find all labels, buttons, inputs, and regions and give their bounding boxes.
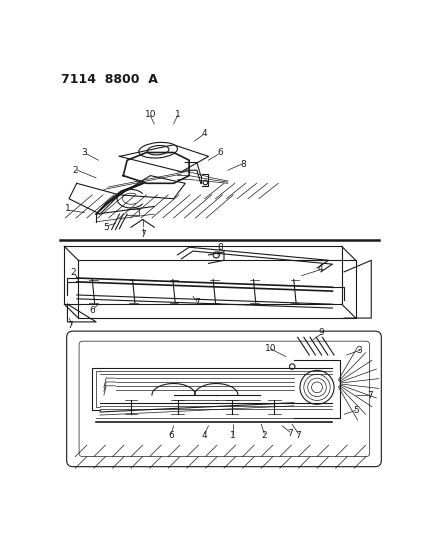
Text: 6: 6 <box>217 148 223 157</box>
Text: 7: 7 <box>367 391 373 400</box>
Text: 7: 7 <box>68 321 74 330</box>
Text: 2: 2 <box>72 166 78 175</box>
Text: 1: 1 <box>175 109 180 118</box>
Text: 5: 5 <box>353 406 359 415</box>
Text: 4: 4 <box>202 431 208 440</box>
Text: 9: 9 <box>318 328 324 337</box>
Text: 7: 7 <box>140 230 146 239</box>
Text: 8: 8 <box>241 159 246 168</box>
Text: 10: 10 <box>265 344 276 353</box>
Text: 7: 7 <box>194 298 200 307</box>
Text: 10: 10 <box>145 109 156 118</box>
Text: 7: 7 <box>287 429 293 438</box>
Text: 4: 4 <box>202 129 208 138</box>
Text: 8: 8 <box>217 243 223 252</box>
Text: 3: 3 <box>357 346 363 355</box>
Text: 7114  8800  A: 7114 8800 A <box>61 73 158 86</box>
Text: 3: 3 <box>82 148 87 157</box>
Text: 6: 6 <box>89 306 95 315</box>
Text: 6: 6 <box>169 431 174 440</box>
Text: 2: 2 <box>71 268 77 277</box>
Text: 2: 2 <box>262 431 267 440</box>
Text: 1: 1 <box>65 204 70 213</box>
Text: 1: 1 <box>230 431 236 440</box>
Text: 7: 7 <box>295 431 301 440</box>
Text: 5: 5 <box>103 223 109 232</box>
Text: 4: 4 <box>318 263 324 272</box>
